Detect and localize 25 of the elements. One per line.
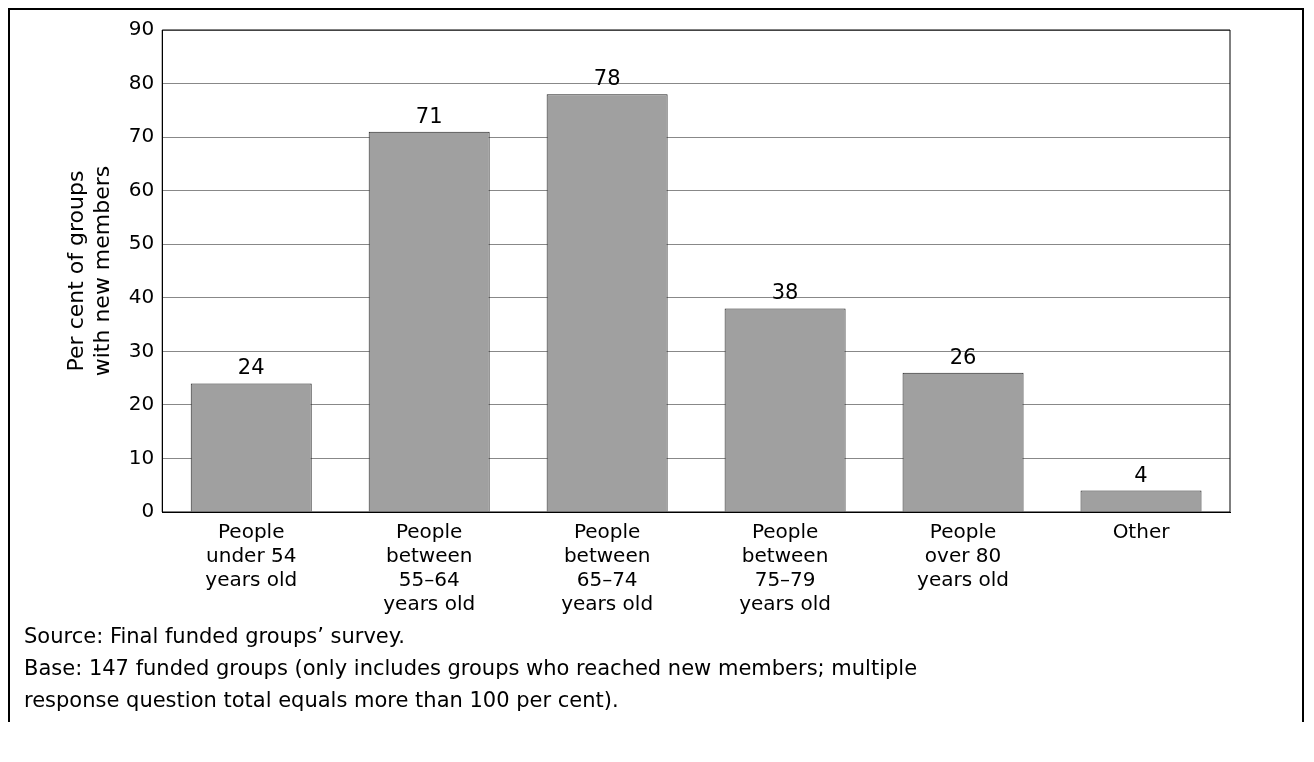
- data-label: 38: [771, 280, 799, 305]
- y-tick-label: 20: [128, 391, 155, 416]
- data-label: 26: [949, 344, 977, 369]
- data-label: 4: [1134, 462, 1148, 487]
- data-label: 24: [237, 355, 265, 380]
- y-tick-label: 30: [128, 337, 155, 362]
- y-tick-label: 90: [128, 16, 155, 41]
- text: Base: 147 funded groups (only includes groups who reached new members; multiple response question total equals more than 100 per cent).: [24, 655, 919, 714]
- x-tick-label: People under 54 years old: [205, 519, 298, 592]
- y-tick-label: 70: [128, 123, 155, 148]
- source-note: Source: Final funded groups’ survey.: [24, 623, 406, 650]
- x-tick-label: People between 75–79 years old: [739, 519, 832, 616]
- x-tick-label: People over 80 years old: [917, 519, 1010, 592]
- data-label: 78: [593, 66, 621, 91]
- y-tick-label: 40: [128, 283, 155, 308]
- data-label: 71: [415, 103, 443, 128]
- y-tick-label: 80: [128, 69, 155, 94]
- x-tick-label: Other: [1112, 519, 1171, 544]
- y-axis-title: Per cent of groups with new members: [62, 165, 115, 377]
- y-tick-label: 50: [128, 230, 155, 255]
- x-tick-label: People between 65–74 years old: [561, 519, 654, 616]
- y-tick-label: 10: [128, 444, 155, 469]
- y-tick-label: 60: [128, 176, 155, 201]
- x-tick-label: People between 55–64 years old: [383, 519, 476, 616]
- y-tick-label: 0: [141, 498, 155, 523]
